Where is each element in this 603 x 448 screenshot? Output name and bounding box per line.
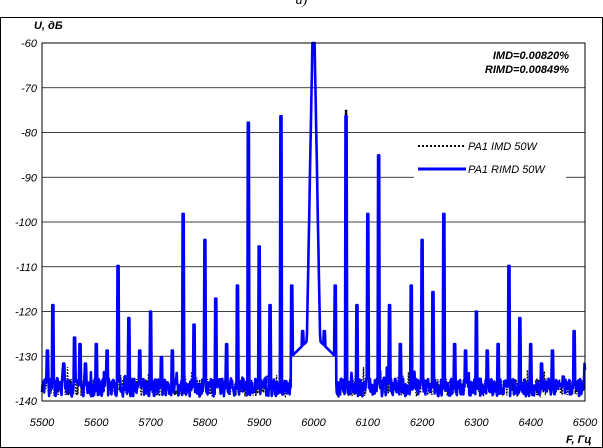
- y-tick-labels: -60 -70 -80 -90 -100 -110 -120 -130 -140: [15, 38, 38, 408]
- x-tick-label: 6200: [410, 417, 435, 429]
- y-tick-label: -110: [16, 262, 38, 274]
- x-tick-label: 6500: [573, 417, 598, 429]
- y-tick-label: -80: [21, 128, 38, 140]
- figure-caption: а): [295, 0, 308, 8]
- x-tick-label: 5800: [193, 417, 218, 429]
- y-tick-label: -70: [21, 83, 38, 95]
- grid-lines: [42, 87, 585, 357]
- chart-frame: [0, 17, 603, 448]
- legend: PA1 IMD 50W PA1 RIMD 50W: [414, 138, 566, 180]
- x-tick-label: 5600: [84, 417, 109, 429]
- y-tick-label: -100: [15, 217, 38, 229]
- annotation-block: IMD=0.00820% RIMD=0.00849%: [485, 50, 569, 76]
- x-tick-label: 6100: [356, 417, 381, 429]
- x-tick-label: 6300: [464, 417, 489, 429]
- y-tick-label: -60: [21, 38, 38, 50]
- y-tick-label: -140: [15, 396, 38, 408]
- y-tick-label: -90: [21, 172, 38, 184]
- plot-area-border: [41, 42, 586, 402]
- x-tick-labels: 5500 5600 5700 5800 5900 6000 6100 6200 6300 6400…: [30, 417, 598, 429]
- x-tick-label: 5700: [138, 417, 163, 429]
- y-tick-label: -130: [15, 351, 38, 363]
- x-tick-label: 5500: [30, 417, 55, 429]
- legend-label-imd: PA1 IMD 50W: [468, 141, 538, 153]
- annotation-imd: IMD=0.00820%: [493, 50, 569, 62]
- x-tick-label: 6400: [518, 417, 543, 429]
- x-tick-label: 6000: [301, 417, 326, 429]
- x-axis-label: F, Гц: [566, 434, 591, 446]
- legend-label-rimd: PA1 RIMD 50W: [468, 164, 546, 176]
- y-axis-label: U, дБ: [34, 20, 63, 32]
- x-tick-label: 5900: [247, 417, 272, 429]
- y-tick-label: -120: [15, 307, 38, 319]
- annotation-rimd: RIMD=0.00849%: [485, 64, 569, 76]
